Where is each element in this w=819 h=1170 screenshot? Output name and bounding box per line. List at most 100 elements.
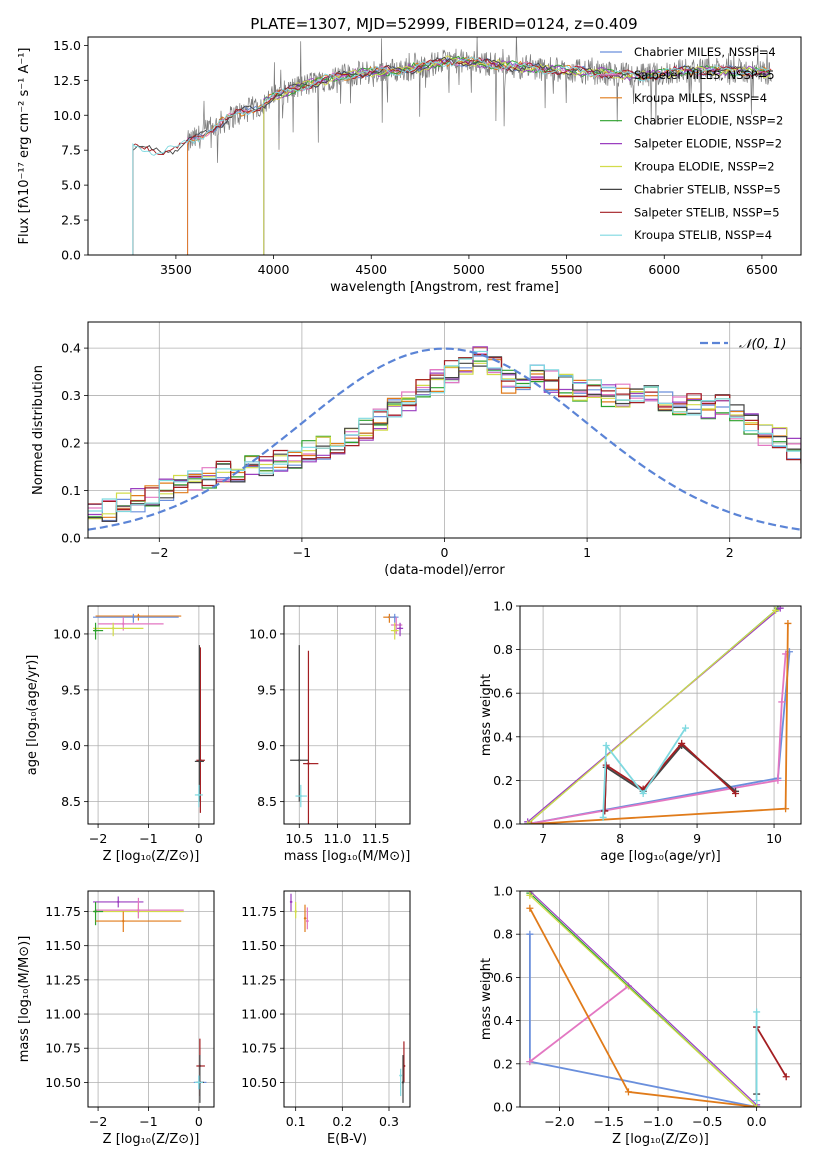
x-tick-label: 7 (539, 831, 547, 846)
x-axis-label: Z [log₁₀(Z/Z⊙)] (103, 849, 200, 864)
x-tick-label: −2 (89, 1114, 107, 1129)
plot-layer: 3500 4000 4500 5000 5500 6000 6500 0.0 2.5 5.0 7.5… (17, 36, 802, 1147)
x-tick-label: 11.5 (362, 831, 390, 846)
axes-frame (87, 605, 215, 825)
x-tick-label: 6000 (648, 262, 680, 277)
legend-entry: Salpeter ELODIE, NSSP=2 (634, 137, 782, 151)
x-tick-label: 0 (441, 545, 449, 560)
mass_vs_Z-points (93, 896, 207, 1103)
y-tick-label: 10.50 (241, 1075, 277, 1090)
x-tick-label: 11.0 (324, 831, 352, 846)
x-tick-label: 5000 (453, 262, 485, 277)
data-point-salpeter_miles (137, 908, 140, 912)
data-point-kroupa_stelib (299, 794, 302, 798)
weight-marker-salpeter_stelib (732, 789, 740, 797)
x-tick-label: −1 (293, 545, 311, 560)
weight-marker-kroupa_miles (784, 619, 792, 627)
weight-marker-kroupa_miles (624, 1088, 632, 1096)
y-axis-label: Normed distribution (31, 365, 46, 495)
weight-line-chabrier_miles (527, 651, 791, 824)
legend-entry: Salpeter STELIB, NSSP=5 (634, 205, 780, 219)
model-spectrum-chabrier_stelib (132, 56, 771, 255)
weight-marker-chabrier_miles (526, 930, 534, 938)
weight-marker-kroupa_stelib (682, 724, 690, 732)
residuals-panel: −2 −1 0 1 2 0.0 0.1 0.2 0.3 0.4 (data-model)/error… (31, 321, 802, 578)
axes-frame (87, 321, 802, 539)
mass_vs_ebv-points (289, 893, 406, 1103)
weight-line-chabrier_stelib (603, 744, 737, 811)
x-tick-label: 2 (726, 545, 734, 560)
legend-entry: Kroupa STELIB, NSSP=4 (634, 228, 772, 242)
age_vs_Z-points (93, 613, 205, 813)
data-point-salpeter_stelib (307, 762, 310, 765)
y-tick-label: 8.5 (257, 794, 277, 809)
x-axis-label: age [log₁₀(age/yr)] (600, 849, 721, 864)
y-tick-label: 0.2 (493, 773, 513, 788)
spectrum-legend: Chabrier MILES, NSSP=4 Salpeter MILES, NS… (600, 45, 783, 242)
y-tick-label: 11.75 (241, 904, 277, 919)
weight_vs_age-panel: 7 8 9 10 0.0 0.2 0.4 0.6 0.8 1.0 age [log₁₀(age/yr… (479, 599, 802, 864)
y-tick-label: 0.0 (493, 1100, 513, 1115)
x-axis-label: E(B-V) (327, 1132, 367, 1147)
legend-entry: Salpeter MILES, NSSP=5 (634, 68, 775, 82)
weight-marker-kroupa_miles (526, 904, 534, 912)
y-tick-label: 7.5 (61, 143, 81, 158)
data-point-salpeter_miles (306, 919, 309, 923)
x-tick-label: 10 (766, 831, 782, 846)
y-tick-label: 11.50 (241, 938, 277, 953)
x-axis-label: Z [log₁₀(Z/Z⊙)] (612, 1132, 709, 1147)
y-tick-label: 9.5 (61, 682, 81, 697)
y-tick-label: 11.00 (45, 1007, 81, 1022)
weight_vs_Z-panel: −2.0 −1.5 −1.0 −0.5 0.0 0.0 0.2 0.4 0.6 0.8 1.0 Z [… (479, 884, 802, 1147)
x-tick-label: 3500 (160, 262, 192, 277)
data-point-chabrier_miles (132, 615, 135, 619)
x-axis-label: wavelength [Angstrom, rest frame] (330, 280, 559, 295)
histogram-kroupa_miles (88, 347, 801, 519)
histogram-salpeter_miles (88, 353, 801, 509)
model-spectrum-kroupa_elodie (263, 55, 771, 255)
weight-line-kroupa_miles (529, 907, 757, 1107)
data-point-salpeter_elodie (398, 627, 402, 630)
x-tick-label: −1.0 (643, 1114, 673, 1129)
y-tick-label: 1.0 (493, 599, 513, 614)
axes-frame (87, 36, 802, 256)
legend-entry: Chabrier STELIB, NSSP=5 (634, 182, 781, 196)
y-tick-label: 0.0 (61, 531, 81, 546)
x-tick-label: 0 (195, 831, 203, 846)
weight-marker-salpeter_stelib (782, 1073, 790, 1081)
weight-marker-salpeter_miles (526, 1058, 534, 1066)
y-tick-label: 10.75 (45, 1041, 81, 1056)
data-point-kroupa_stelib (197, 1081, 201, 1084)
y-tick-label: 8.5 (61, 794, 81, 809)
y-tick-label: 5.0 (61, 178, 81, 193)
y-tick-label: 10.0 (53, 108, 81, 123)
weight-line-kroupa_elodie (527, 609, 776, 824)
x-tick-label: 5500 (551, 262, 583, 277)
data-point-chabrier_elodie (94, 629, 97, 632)
y-tick-label: 15.0 (53, 38, 81, 53)
y-axis-label: mass weight (479, 674, 494, 756)
x-tick-label: −2.0 (544, 1114, 574, 1129)
legend-entry: Kroupa MILES, NSSP=4 (634, 91, 767, 105)
y-tick-label: 10.0 (249, 626, 277, 641)
weight-marker-kroupa_miles (528, 820, 536, 824)
mass_vs_ebv-panel: 0.1 0.2 0.3 10.50 10.75 11.00 11.25 11.50 11.75 E… (241, 890, 411, 1147)
data-point-kroupa_stelib (399, 1074, 402, 1077)
weight-marker-salpeter_stelib (601, 807, 609, 815)
y-tick-label: 0.0 (61, 248, 81, 263)
y-axis-label: mass weight (479, 958, 494, 1040)
normal-curve (88, 347, 801, 531)
spectrum-panel: 3500 4000 4500 5000 5500 6000 6500 0.0 2.5 5.0 7.5… (17, 36, 802, 295)
histogram-salpeter_stelib (88, 354, 801, 511)
x-axis-label: (data-model)/error (384, 563, 505, 578)
legend-entry: Chabrier MILES, NSSP=4 (634, 45, 776, 59)
y-tick-label: 0.2 (493, 1056, 513, 1071)
x-tick-label: 1 (583, 545, 591, 560)
weight_vs_age-series (524, 606, 793, 824)
x-tick-label: 9 (693, 831, 701, 846)
y-tick-label: 9.0 (61, 738, 81, 753)
y-tick-label: 10.75 (241, 1041, 277, 1056)
y-tick-label: 11.00 (241, 1007, 277, 1022)
weight-marker-kroupa_stelib (753, 1097, 761, 1105)
y-tick-label: 0.0 (493, 817, 513, 832)
